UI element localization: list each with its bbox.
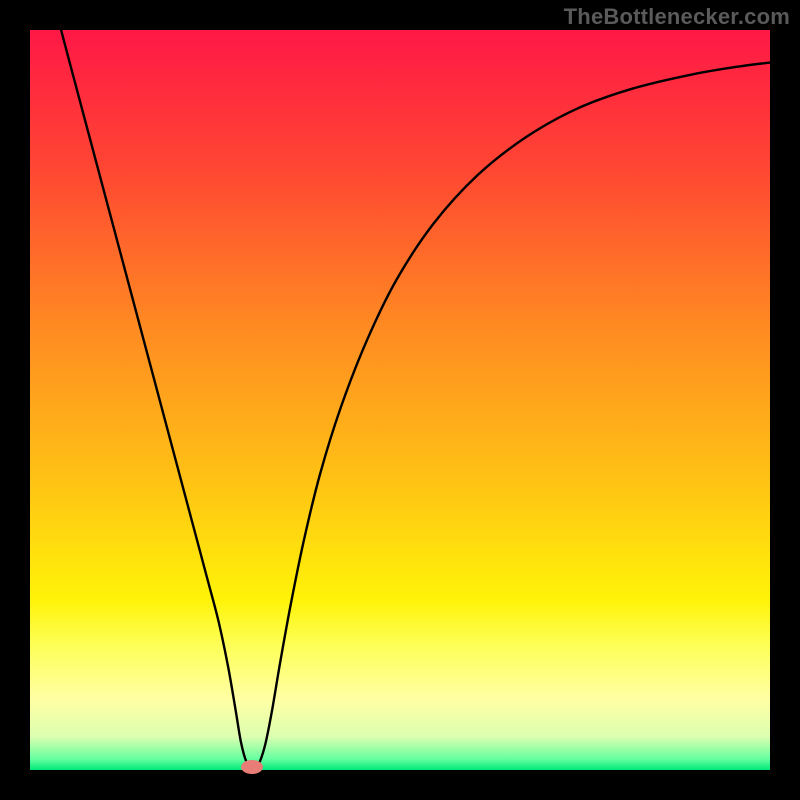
bottleneck-curve: [30, 30, 770, 770]
minimum-marker: [241, 760, 263, 774]
watermark-text: TheBottlenecker.com: [564, 4, 790, 30]
plot-area: [30, 30, 770, 770]
chart-container: TheBottlenecker.com: [0, 0, 800, 800]
